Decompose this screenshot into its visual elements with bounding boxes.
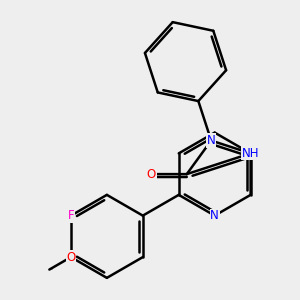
Text: methyl: methyl — [50, 268, 54, 270]
Text: N: N — [207, 134, 215, 147]
Text: O: O — [147, 168, 156, 181]
Text: O: O — [66, 250, 76, 264]
Text: NH: NH — [242, 147, 260, 160]
Text: F: F — [68, 209, 74, 222]
Text: N: N — [210, 209, 219, 222]
